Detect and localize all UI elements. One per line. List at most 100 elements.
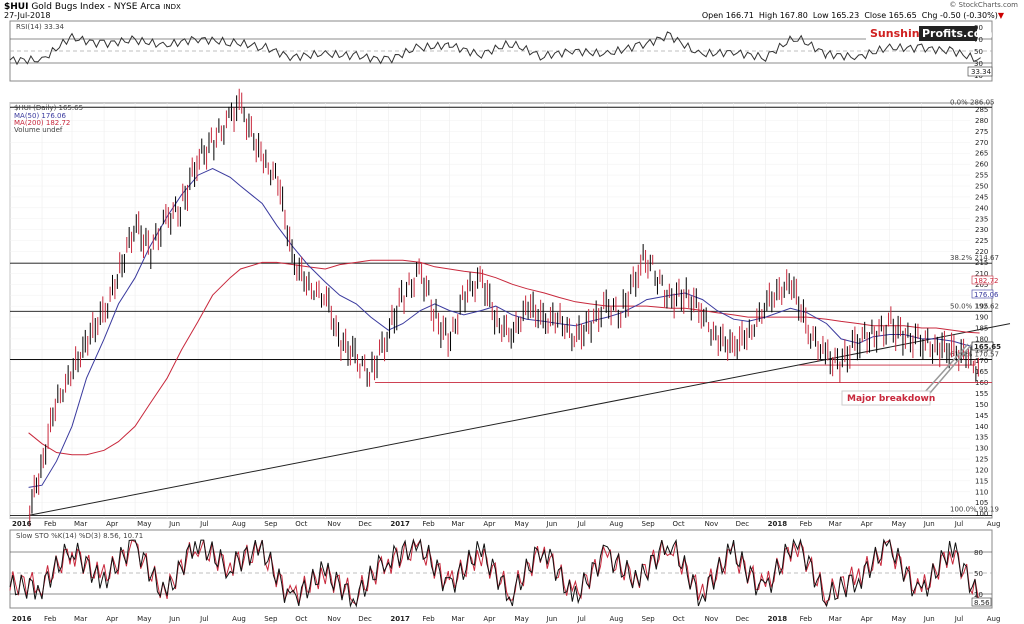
x-tick-label: Feb xyxy=(422,615,435,623)
x-tick-label: May xyxy=(137,520,151,528)
y-tick: 125 xyxy=(975,456,988,464)
y-tick: 230 xyxy=(975,226,988,234)
x-axis-bottom: 2016 Feb Mar Apr May Jun Jul Aug Sep Oct Nov Dec 201… xyxy=(12,615,1000,623)
rsi-legend: RSI(14) 33.34 xyxy=(16,23,65,31)
y-tick: 105 xyxy=(975,499,988,507)
y-tick: 170 xyxy=(975,357,988,365)
low-value: 165.23 xyxy=(831,11,860,20)
stoch-frame xyxy=(9,529,993,609)
x-tick-label: Apr xyxy=(861,615,873,623)
x-tick-label: Dec xyxy=(736,520,750,528)
fib-label: 38.2% 214.67 xyxy=(950,254,999,262)
x-tick-label: Feb xyxy=(44,615,57,623)
rsi-tick: 30 xyxy=(974,60,983,68)
y-tick: 165 xyxy=(975,368,988,376)
stoch-d-line xyxy=(9,538,982,607)
x-tick-label: Jul xyxy=(954,615,964,623)
x-tick-label: Oct xyxy=(673,615,685,623)
y-tick: 185 xyxy=(975,324,988,332)
x-tick-label: May xyxy=(892,520,906,528)
price-legend: $HUI (Daily) 165.65 xyxy=(14,104,83,112)
rsi-last-box xyxy=(967,66,993,77)
price-panel: 100 105 110 115 120 125 130 135 140 145 150 155 160 1… xyxy=(9,88,1011,527)
x-tick-label: Jul xyxy=(576,520,586,528)
x-tick-label: Apr xyxy=(106,615,118,623)
ma200-legend: MA(200) 182.72 xyxy=(14,119,70,127)
y-tick: 175 xyxy=(975,346,988,354)
y-tick: 210 xyxy=(975,270,988,278)
x-tick-label: Aug xyxy=(609,615,623,623)
y-tick: 115 xyxy=(975,477,988,485)
stoch-last-value: 8.56 xyxy=(974,599,990,607)
x-tick-label: Aug xyxy=(232,520,246,528)
rsi-last-value: 33.34 xyxy=(971,68,992,76)
y-tick: 250 xyxy=(975,183,988,191)
x-tick-label: Feb xyxy=(800,615,813,623)
y-tick: 245 xyxy=(975,193,988,201)
x-tick-label: Apr xyxy=(483,615,495,623)
x-tick-label: Feb xyxy=(44,520,57,528)
ma50-legend: MA(50) 176.06 xyxy=(14,112,66,120)
ohlc-readout: Open 166.71 High 167.80 Low 165.23 Close… xyxy=(701,11,1004,20)
y-tick: 110 xyxy=(975,488,988,496)
x-tick-label: Aug xyxy=(609,520,623,528)
x-tick-label: Nov xyxy=(327,615,341,623)
x-tick-label: Mar xyxy=(74,520,87,528)
x-tick-label: Jun xyxy=(168,520,180,528)
brand-part2: Profits.com xyxy=(922,27,993,40)
x-tick-label: 2016 xyxy=(12,520,32,528)
x-tick-label: Jun xyxy=(923,520,935,528)
x-tick-label: Mar xyxy=(451,615,464,623)
y-tick: 135 xyxy=(975,434,988,442)
y-tick: 140 xyxy=(975,423,988,431)
x-tick-label: Mar xyxy=(451,520,464,528)
volume-legend: Volume undef xyxy=(14,126,63,134)
fib-label: 50.0% 192.62 xyxy=(950,302,999,310)
y-tick: 205 xyxy=(975,281,988,289)
fib-label: 61.8% 170.57 xyxy=(950,350,999,358)
ma200-value-box xyxy=(971,275,994,285)
stoch-guides xyxy=(10,551,992,595)
price-grid xyxy=(9,103,986,518)
y-tick: 265 xyxy=(975,150,988,158)
y-tick: 150 xyxy=(975,401,988,409)
x-tick-label: Dec xyxy=(358,615,372,623)
symbol-exchange: INDX xyxy=(163,3,181,11)
change-value: -0.50 (-0.30%) xyxy=(940,11,998,20)
fib-levels: 0.0% 286.05 38.2% 214.67 50.0% 192.62 61.8%… xyxy=(10,98,999,516)
x-tick-label: Jul xyxy=(576,615,586,623)
stoch-tick: 20 xyxy=(974,591,983,599)
breakdown-annotation: Major breakdown xyxy=(841,343,973,406)
x-tick-label: Jul xyxy=(199,520,209,528)
y-tick: 220 xyxy=(975,248,988,256)
x-axis-mid: 2016 Feb Mar Apr May Jun Jul Aug Sep Oct Nov Dec 201… xyxy=(12,520,1000,528)
x-tick-label: Jun xyxy=(545,520,557,528)
ma50-line xyxy=(28,167,980,488)
y-tick: 120 xyxy=(975,466,988,474)
ma50-value: 176.06 xyxy=(974,291,999,299)
x-tick-label: Nov xyxy=(705,520,719,528)
y-tick: 240 xyxy=(975,204,988,212)
x-tick-label: Jul xyxy=(199,615,209,623)
support-box-red xyxy=(797,359,976,366)
x-tick-label: Aug xyxy=(232,615,246,623)
x-tick-label: May xyxy=(892,615,906,623)
chart-date: 27-Jul-2018 xyxy=(4,11,51,20)
y-tick: 180 xyxy=(975,335,988,343)
fib-label: 100.0% 99.19 xyxy=(950,505,999,513)
y-tick: 145 xyxy=(975,412,988,420)
x-tick-label: Feb xyxy=(800,520,813,528)
x-tick-label: 2018 xyxy=(768,615,788,623)
price-ticks: 100 105 110 115 120 125 130 135 140 145 150 155 160 1… xyxy=(975,106,988,518)
x-tick-label: Mar xyxy=(74,615,87,623)
y-tick: 255 xyxy=(975,172,988,180)
stoch-tick: 50 xyxy=(974,570,983,578)
symbol-title: $HUI Gold Bugs Index - NYSE Arca INDX xyxy=(4,2,181,12)
y-tick: 100 xyxy=(975,510,988,518)
brand-logo: Sunshine Profits.com xyxy=(866,25,993,41)
rsi-guides xyxy=(10,38,992,64)
x-tick-label: Mar xyxy=(829,520,842,528)
x-tick-label: Dec xyxy=(358,520,372,528)
x-tick-label: Sep xyxy=(642,615,656,623)
